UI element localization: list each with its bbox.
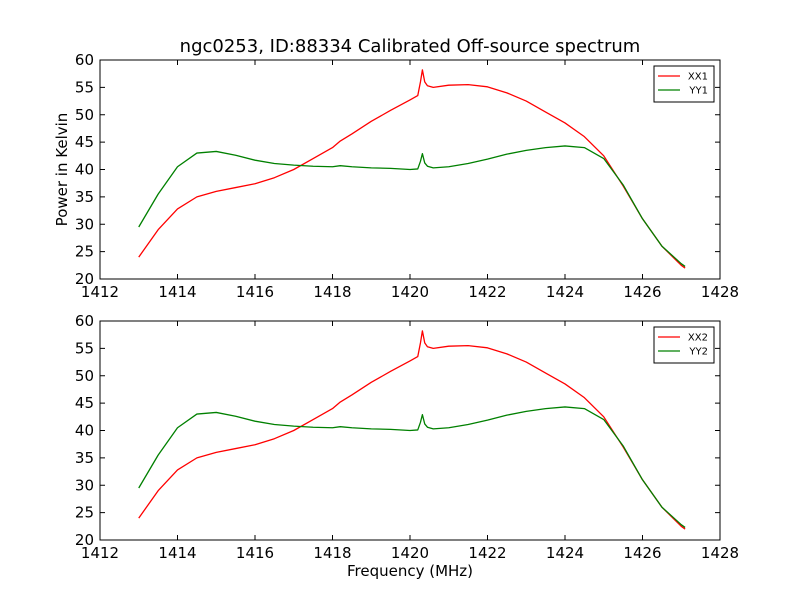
- series-line-xx1: [138, 69, 686, 269]
- y-tick-label: 60: [75, 312, 94, 330]
- y-tick-label: 50: [75, 106, 94, 124]
- y-tick-label: 45: [75, 133, 94, 151]
- y-tick-label: 55: [75, 78, 94, 96]
- y-axis-label: Power in Kelvin: [53, 113, 71, 227]
- top-panel: 1412 1414 1416 1418 1420 1422 1424 1426 1428 20 25…: [53, 36, 739, 301]
- x-axis-label: Frequency (MHz): [347, 562, 473, 580]
- legend-label-yy2: YY2: [688, 347, 708, 358]
- y-tick-label: 60: [75, 51, 94, 69]
- y-tick-label: 55: [75, 339, 94, 357]
- x-tick-label: 1426: [623, 544, 661, 562]
- legend-label-xx2: XX2: [688, 333, 708, 344]
- y-tick-label: 30: [75, 215, 94, 233]
- series-line-yy2: [138, 406, 686, 528]
- x-tick-label: 1418: [313, 544, 351, 562]
- y-tick-label: 20: [75, 531, 94, 549]
- y-tick-label: 30: [75, 476, 94, 494]
- legend-label-yy1: YY1: [688, 86, 708, 97]
- x-tick-label: 1428: [701, 283, 739, 301]
- x-tick-label: 1414: [158, 544, 196, 562]
- bottom-panel: 1412 1414 1416 1418 1420 1422 1424 1426 1428 20 25…: [75, 312, 739, 580]
- x-tick-label: 1420: [391, 544, 429, 562]
- x-tick-label: 1424: [546, 544, 584, 562]
- y-tick-label: 35: [75, 188, 94, 206]
- x-tick-label: 1412: [81, 283, 119, 301]
- legend-box: [653, 326, 715, 364]
- x-tick-label: 1416: [236, 544, 274, 562]
- x-tick-label: 1418: [313, 283, 351, 301]
- x-tick-label: 1422: [468, 283, 506, 301]
- legend-label-xx1: XX1: [688, 72, 708, 83]
- x-tick-label: 1416: [236, 283, 274, 301]
- y-tick-label: 40: [75, 161, 94, 179]
- y-tick-label: 25: [75, 504, 94, 522]
- x-tick-label: 1414: [158, 283, 196, 301]
- series-line-yy1: [138, 145, 686, 267]
- y-tick-label: 40: [75, 422, 94, 440]
- x-tick-label: 1428: [701, 544, 739, 562]
- y-tick-label: 35: [75, 449, 94, 467]
- x-tick-label: 1420: [391, 283, 429, 301]
- y-tick-label: 25: [75, 243, 94, 261]
- y-tick-label: 20: [75, 270, 94, 288]
- legend-box: [653, 65, 715, 103]
- x-tick-label: 1412: [81, 544, 119, 562]
- chart-title: ngc0253, ID:88334 Calibrated Off-source …: [180, 36, 641, 57]
- x-tick-label: 1426: [623, 283, 661, 301]
- series-line-xx2: [138, 330, 686, 530]
- y-tick-label: 50: [75, 367, 94, 385]
- y-tick-label: 45: [75, 394, 94, 412]
- x-tick-label: 1424: [546, 283, 584, 301]
- x-tick-label: 1422: [468, 544, 506, 562]
